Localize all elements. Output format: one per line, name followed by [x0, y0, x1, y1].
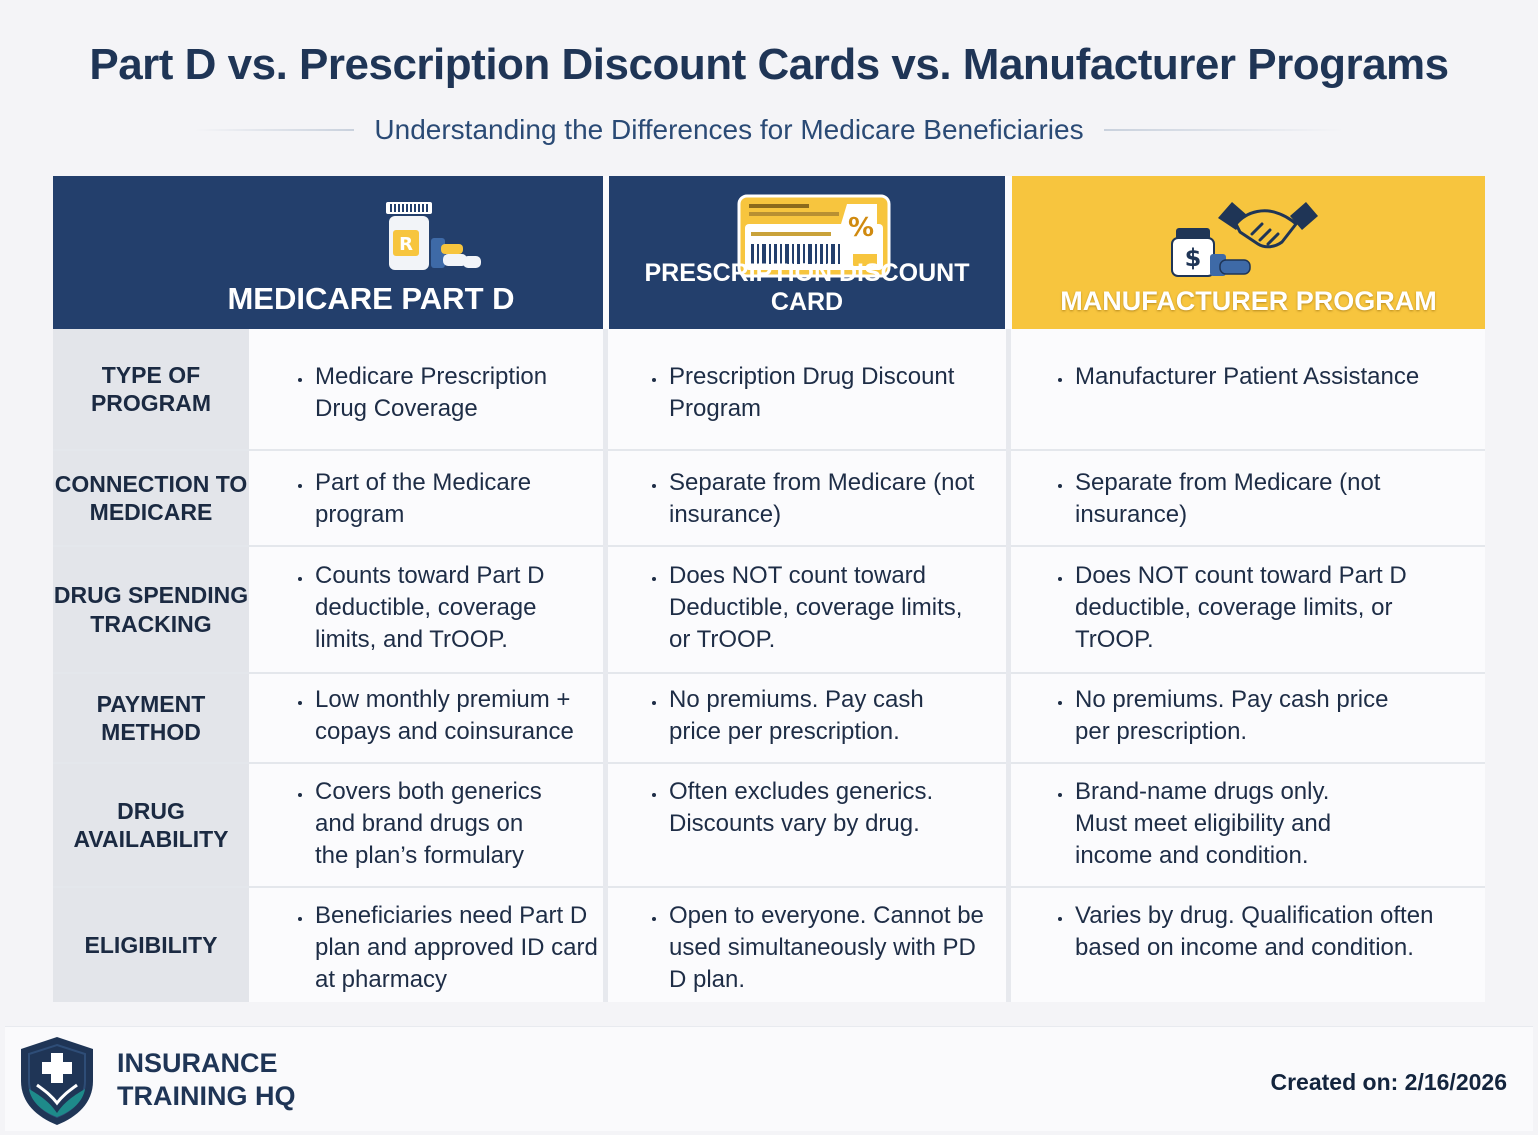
subtitle-rule-left [194, 129, 355, 131]
row-label-drug-spending-tracking: DRUG SPENDING TRACKING [53, 547, 249, 672]
brand-line-2: TRAINING HQ [117, 1080, 296, 1111]
row-label-drug-availability: DRUG AVAILABILITY [53, 764, 249, 886]
brand-name: INSURANCE TRAINING HQ [117, 1047, 296, 1113]
page-subtitle: Understanding the Differences for Medica… [374, 114, 1084, 145]
footer: INSURANCE TRAINING HQ Created on: 2/16/2… [5, 1026, 1533, 1131]
cell-type-partd: Medicare Prescription Drug Coverage [291, 361, 591, 425]
header-prescription-discount-card: % PRESCRIPTION DISCOUNT CARD [609, 176, 1005, 329]
header-label-prescription-discount-card: PRESCRIPTION DISCOUNT CARD [644, 259, 970, 316]
comparison-table: R MEDICARE PART D % PRESCRIPTION DISCOUN… [53, 176, 1485, 1002]
row-divider [53, 449, 1485, 451]
handshake-icon: $ [1171, 202, 1318, 277]
discount-card-percent: % [848, 213, 874, 243]
header-label-medicare-part-d: MEDICARE PART D [227, 281, 515, 316]
column-separator [1006, 329, 1011, 1002]
row-divider [53, 886, 1485, 888]
cell-tracking-discount: Does NOT count toward Deductible, covera… [645, 560, 985, 656]
cell-connection-partd: Part of the Medicare program [291, 467, 591, 531]
row-divider [53, 762, 1485, 764]
cell-payment-discount: No premiums. Pay cash price per prescrip… [645, 684, 945, 748]
header-medicare-part-d: R MEDICARE PART D [53, 176, 603, 329]
header-label-manufacturer-program: MANUFACTURER PROGRAM [1060, 286, 1437, 316]
cell-availability-partd: Covers both generics and brand drugs on … [291, 776, 561, 872]
cell-payment-manufacturer: No premiums. Pay cash price per prescrip… [1051, 684, 1411, 748]
cell-availability-discount: Often excludes generics. Discounts vary … [645, 776, 955, 840]
cell-eligibility-partd: Beneficiaries need Part D plan and appro… [291, 900, 601, 996]
cell-eligibility-discount: Open to everyone. Cannot be used simulta… [645, 900, 995, 996]
cell-type-manufacturer: Manufacturer Patient Assistance [1051, 361, 1451, 393]
cell-eligibility-manufacturer: Varies by drug. Qualification often base… [1051, 900, 1451, 964]
cell-connection-manufacturer: Separate from Medicare (not insurance) [1051, 467, 1391, 531]
prescription-bottle-icon: R [386, 202, 481, 270]
row-divider [53, 545, 1485, 547]
row-divider [53, 672, 1485, 674]
cell-type-discount: Prescription Drug Discount Program [645, 361, 985, 425]
discount-card-icon: % [737, 194, 891, 278]
created-date: Created on: 2/16/2026 [1270, 1069, 1507, 1095]
row-label-type-of-program: TYPE OF PROGRAM [53, 329, 249, 449]
brand-line-1: INSURANCE [117, 1048, 278, 1078]
cell-tracking-manufacturer: Does NOT count toward Part D deductible,… [1051, 560, 1451, 656]
row-label-eligibility: ELIGIBILITY [53, 888, 249, 1002]
row-label-connection-to-medicare: CONNECTION TO MEDICARE [53, 451, 249, 545]
svg-text:R: R [399, 234, 413, 255]
cell-connection-discount: Separate from Medicare (not insurance) [645, 467, 975, 531]
subtitle-row: Understanding the Differences for Medica… [0, 110, 1538, 150]
cell-availability-manufacturer: Brand-name drugs only. Must meet eligibi… [1051, 776, 1371, 872]
column-separator [603, 329, 608, 1002]
header-manufacturer-program: $ MANUFACTURER PROGRAM [1012, 176, 1485, 329]
cell-payment-partd: Low monthly premium + copays and coinsur… [291, 684, 596, 748]
manufacturer-dollar: $ [1185, 244, 1202, 272]
row-label-payment-method: PAYMENT METHOD [53, 674, 249, 762]
page-title: Part D vs. Prescription Discount Cards v… [89, 40, 1449, 89]
shield-cross-icon [21, 1037, 93, 1125]
subtitle-rule-right [1103, 129, 1344, 131]
cell-tracking-partd: Counts toward Part D deductible, coverag… [291, 560, 581, 656]
